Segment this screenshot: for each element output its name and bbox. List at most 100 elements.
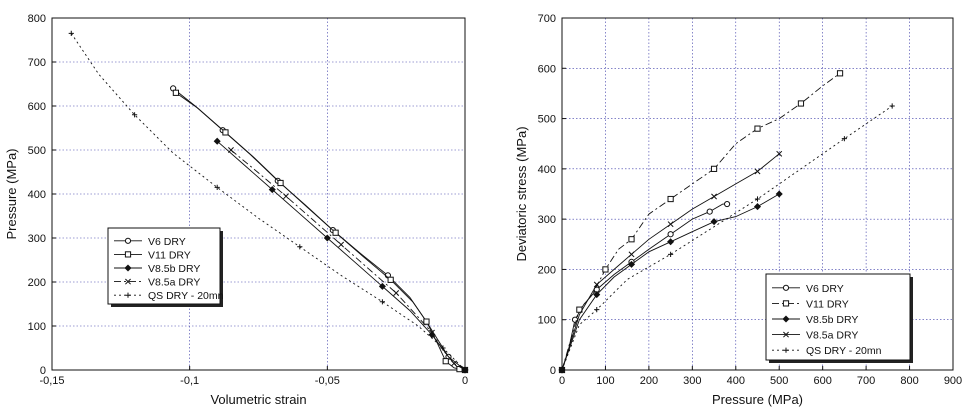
legend-marker-qs-dry-20mn — [125, 292, 131, 298]
data-point-v8-5a-dry — [451, 360, 457, 367]
series-line-v11-dry — [175, 92, 466, 371]
data-point-v8-5a-dry — [754, 168, 761, 175]
series-v8-5a-dry — [559, 150, 783, 373]
data-point-v11-dry — [222, 129, 229, 136]
y-tick-label: 100 — [538, 315, 556, 327]
series-line-v8-5a-dry — [230, 149, 466, 371]
data-point-v11-dry — [277, 179, 284, 187]
x-tick-label: -0,05 — [315, 375, 340, 387]
series-v6-dry — [558, 200, 731, 374]
series-line-qs-dry-20mn — [561, 105, 893, 371]
x-tick-label: 800 — [900, 375, 918, 387]
y-axis-label: Pressure (MPa) — [4, 148, 19, 239]
data-point-v8-5b-dry — [378, 282, 386, 290]
data-point-v8-5b-dry — [667, 238, 675, 246]
x-tick-label: -0,15 — [39, 375, 64, 387]
legend-label-v8-5a-dry: V8.5a DRY — [148, 277, 200, 289]
legend-label-v11-dry: V11 DRY — [148, 249, 191, 261]
chart-volumetric-strain: -0,15 -0,1 -0,05 0 0 100 200 300 400 500 600 700 800… — [4, 13, 469, 407]
data-point-v11-dry — [442, 358, 449, 365]
data-point-v8-5b-dry — [753, 203, 762, 211]
data-point-v6-dry — [723, 200, 731, 208]
x-tick-label: 0 — [559, 375, 565, 387]
data-point-v11-dry — [423, 318, 430, 325]
data-point-v11-dry — [387, 276, 394, 283]
y-tick-label: 700 — [538, 13, 556, 25]
data-point-v8-5a-dry — [429, 329, 435, 336]
y-tick-label: 500 — [538, 114, 556, 126]
data-point-v8-5a-dry — [228, 147, 234, 153]
data-point-v8-5b-dry — [775, 190, 783, 198]
data-point-v8-5b-dry — [710, 218, 718, 226]
series-v8-5b-dry — [213, 137, 469, 374]
data-point-v8-5a-dry — [711, 193, 718, 200]
legend-label-v6-dry: V6 DRY — [148, 236, 186, 248]
x-axis-label: Volumetric strain — [210, 392, 306, 407]
legend-label-v8-5a-dry: V8.5a DRY — [806, 330, 858, 342]
data-point-qs-dry-20mn — [379, 299, 385, 305]
data-point-qs-dry-20mn — [68, 30, 74, 36]
data-point-qs-dry-20mn — [841, 136, 847, 142]
series-qs-dry-20mn — [68, 30, 468, 373]
y-tick-label: 0 — [40, 365, 46, 377]
data-point-v8-5a-dry — [283, 193, 289, 200]
legend-marker-v11-dry — [124, 251, 132, 258]
data-point-v11-dry — [602, 266, 609, 273]
grid — [52, 18, 465, 370]
y-tick-label: 300 — [538, 214, 556, 226]
data-point-v8-5b-dry — [593, 291, 601, 299]
y-tick-label: 700 — [28, 57, 46, 69]
chart-deviatoric-stress: 0 100 200 300 400 500 600 700 800 900 0 100 200 300 40… — [514, 13, 962, 407]
series-line-v8-5b-dry — [216, 140, 466, 371]
data-point-v11-dry — [836, 70, 844, 77]
data-point-qs-dry-20mn — [668, 251, 674, 257]
data-point-v8-5b-dry — [213, 137, 221, 145]
y-tick-label: 400 — [538, 164, 556, 176]
legend-marker-v8-5a-dry — [783, 331, 789, 338]
data-point-qs-dry-20mn — [462, 367, 468, 373]
y-tick-label: 200 — [28, 277, 46, 289]
data-point-v6-dry — [706, 208, 713, 215]
x-tick-label: 200 — [640, 375, 658, 387]
legend-box — [765, 273, 911, 361]
legend-label-qs-dry-20mn: QS DRY - 20mn — [148, 290, 224, 302]
x-tick-label: 100 — [596, 375, 614, 387]
data-point-v11-dry — [797, 100, 805, 107]
legend-marker-v11-dry — [782, 300, 790, 307]
data-point-v11-dry — [667, 195, 674, 203]
y-tick-label: 300 — [28, 233, 46, 245]
data-point-v8-5a-dry — [776, 150, 783, 157]
y-tick-label: 200 — [538, 264, 556, 276]
data-point-qs-dry-20mn — [297, 244, 303, 250]
y-tick-label: 0 — [550, 365, 556, 377]
legend-label-qs-dry-20mn: QS DRY - 20mn — [806, 345, 882, 357]
legend-marker-v8-5a-dry — [125, 278, 131, 285]
x-tick-label: 900 — [944, 375, 962, 387]
legend-label-v8-5b-dry: V8.5b DRY — [806, 314, 858, 326]
x-tick-label: 300 — [683, 375, 701, 387]
data-point-qs-dry-20mn — [132, 112, 138, 118]
series-qs-dry-20mn — [559, 103, 895, 373]
legend: V6 DRY V11 DRY V8.5b DRY V8.5a DRY QS DRY - … — [765, 273, 913, 363]
legend-marker-qs-dry-20mn — [783, 347, 789, 353]
legend-label-v11-dry: V11 DRY — [806, 298, 849, 310]
y-tick-label: 600 — [28, 101, 46, 113]
x-tick-label: -0,1 — [180, 375, 199, 387]
legend-marker-v6-dry — [124, 237, 132, 244]
data-point-v8-5a-dry — [393, 290, 400, 296]
y-axis-label: Deviatoric stress (MPa) — [514, 126, 529, 261]
plot-frame — [561, 17, 954, 371]
legend-marker-v8-5b-dry — [124, 264, 132, 272]
legend-label-v8-5b-dry: V8.5b DRY — [148, 263, 200, 275]
y-tick-label: 400 — [28, 189, 46, 201]
data-point-v11-dry — [332, 229, 339, 236]
legend-marker-v6-dry — [782, 284, 790, 291]
series-line-qs-dry-20mn — [70, 33, 466, 371]
data-point-qs-dry-20mn — [889, 103, 895, 109]
data-point-qs-dry-20mn — [440, 345, 446, 351]
data-point-v11-dry — [628, 236, 635, 243]
legend-marker-v8-5b-dry — [782, 315, 790, 323]
data-point-v8-5b-dry — [268, 186, 276, 194]
